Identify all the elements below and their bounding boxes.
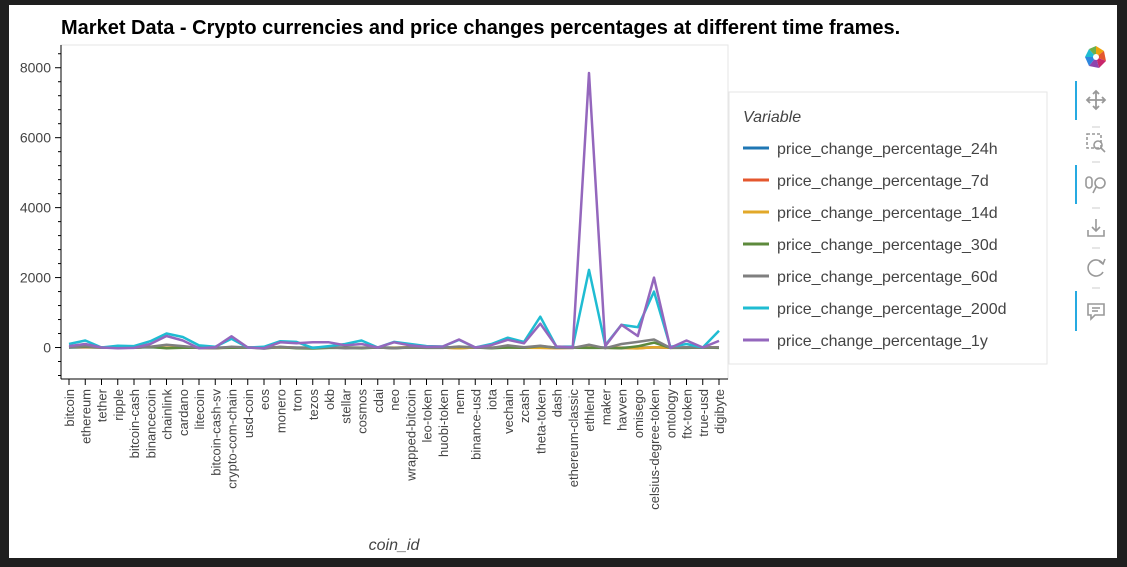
x-tick-label: eos — [257, 389, 272, 410]
x-tick-label: ftx-token — [680, 389, 695, 439]
x-tick-label: cosmos — [355, 389, 370, 434]
x-tick-label: zcash — [517, 389, 532, 423]
x-tick-label: cdai — [371, 389, 386, 413]
chart-lines — [68, 71, 720, 350]
x-tick-label: nem — [452, 389, 467, 414]
x-tick-label: tezos — [306, 389, 321, 421]
x-tick-label: okb — [322, 389, 337, 410]
x-tick-label: usd-coin — [241, 389, 256, 438]
x-tick-label: monero — [273, 389, 288, 433]
x-tick-label: dash — [550, 389, 565, 417]
x-tick-label: ethlend — [582, 389, 597, 432]
hover-tool-active-bar — [1075, 291, 1077, 331]
chart-title: Market Data - Crypto currencies and pric… — [61, 17, 900, 39]
x-tick-label: wrapped-bitcoin — [403, 389, 418, 482]
hover-icon[interactable] — [1087, 303, 1105, 321]
wheel-zoom-active-bar — [1075, 165, 1077, 204]
x-tick-label: omisego — [631, 389, 646, 438]
x-tick-label: vechain — [501, 389, 516, 434]
plot-area[interactable] — [60, 44, 729, 380]
series-line-price_change_percentage_1y[interactable] — [68, 71, 720, 350]
x-tick-label: bitcoin — [62, 389, 77, 427]
x-tick-label: chainlink — [160, 389, 175, 440]
x-tick-label: stellar — [338, 388, 353, 423]
legend-title: Variable — [743, 109, 801, 126]
legend-label[interactable]: price_change_percentage_24h — [777, 141, 998, 158]
x-tick-label: binancecoin — [143, 389, 158, 458]
x-tick-label: iota — [485, 388, 500, 410]
y-tick-label: 0 — [43, 340, 51, 356]
legend-label[interactable]: price_change_percentage_30d — [777, 237, 998, 254]
legend-label[interactable]: price_change_percentage_60d — [777, 269, 998, 286]
x-tick-label: ontology — [663, 389, 678, 439]
figure-frame: Market Data - Crypto currencies and pric… — [9, 5, 1117, 558]
y-tick-label: 8000 — [20, 60, 51, 76]
x-tick-label: litecoin — [192, 389, 207, 429]
pan-tool-active-bar — [1075, 81, 1077, 120]
x-tick-label: celsius-degree-token — [647, 389, 662, 510]
x-tick-label: ethereum — [78, 389, 93, 444]
x-tick-label: leo-token — [420, 389, 435, 442]
x-tick-label: bitcoin-cash — [127, 389, 142, 458]
legend-label[interactable]: price_change_percentage_14d — [777, 205, 998, 222]
x-tick-label: digibyte — [712, 389, 727, 434]
y-tick-label: 6000 — [20, 130, 51, 146]
x-tick-label: binance-usd — [468, 389, 483, 460]
legend-label[interactable]: price_change_percentage_7d — [777, 173, 989, 190]
line-chart: Market Data - Crypto currencies and pric… — [20, 17, 1107, 554]
legend-box — [728, 91, 1048, 365]
y-axis: 0 2000 4000 6000 8000 — [20, 45, 62, 379]
x-tick-label: maker — [598, 388, 613, 425]
reset-icon[interactable] — [1087, 258, 1106, 277]
x-axis: bitcoin ethereum tether ripple bitcoin-cash b… — [61, 378, 728, 510]
x-tick-label: theta-token — [533, 389, 548, 454]
download-icon[interactable] — [1087, 219, 1105, 237]
y-tick-label: 2000 — [20, 270, 51, 286]
x-tick-label: neo — [387, 389, 402, 411]
x-tick-label: tether — [95, 388, 110, 422]
series-line-price_change_percentage_60d[interactable] — [68, 338, 720, 350]
y-tick-label: 4000 — [20, 200, 51, 216]
x-tick-label: ethereum-classic — [566, 389, 581, 488]
box-zoom-icon[interactable] — [1086, 133, 1106, 153]
legend-label[interactable]: price_change_percentage_1y — [777, 333, 988, 350]
x-tick-label: true-usd — [696, 389, 711, 437]
x-axis-label: coin_id — [369, 537, 421, 554]
x-tick-label: crypto-com-chain — [225, 389, 240, 489]
x-tick-label: ripple — [111, 389, 126, 421]
x-tick-label: cardano — [176, 389, 191, 436]
bokeh-logo-icon[interactable] — [1085, 46, 1107, 68]
wheel-zoom-icon[interactable] — [1085, 176, 1106, 194]
x-tick-label: tron — [290, 389, 305, 411]
x-tick-label: havven — [615, 389, 630, 431]
move-arrows-icon[interactable] — [1085, 89, 1107, 111]
toolbar — [1075, 46, 1107, 331]
legend-label[interactable]: price_change_percentage_200d — [777, 301, 1007, 318]
legend-items: price_change_percentage_24h price_change_… — [743, 141, 1007, 350]
x-tick-label: bitcoin-cash-sv — [208, 389, 223, 476]
legend: Variable price_change_percentage_24hpric… — [728, 91, 1048, 365]
x-tick-label: huobi-token — [436, 389, 451, 457]
